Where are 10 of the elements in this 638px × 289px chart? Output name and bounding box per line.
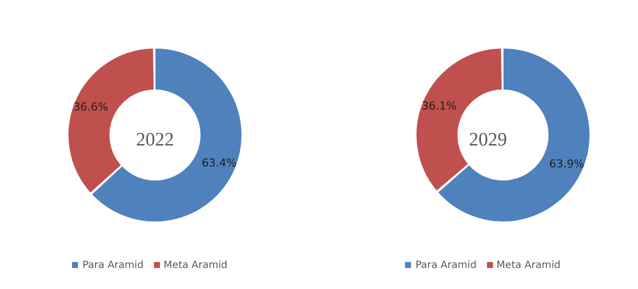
data-label: 36.1% xyxy=(422,100,457,113)
text: 2029 xyxy=(469,130,507,151)
data-label: 36.6% xyxy=(73,100,108,114)
legend-label: Meta Aramid xyxy=(496,260,561,271)
legend-label: Meta Aramid xyxy=(164,260,228,271)
legend-label: Para Aramid xyxy=(415,260,477,271)
data-label: 63.9% xyxy=(549,157,584,170)
text: 2022 xyxy=(136,130,174,151)
data-label: 63.4% xyxy=(202,156,237,170)
legend-label: Para Aramid xyxy=(82,260,144,271)
